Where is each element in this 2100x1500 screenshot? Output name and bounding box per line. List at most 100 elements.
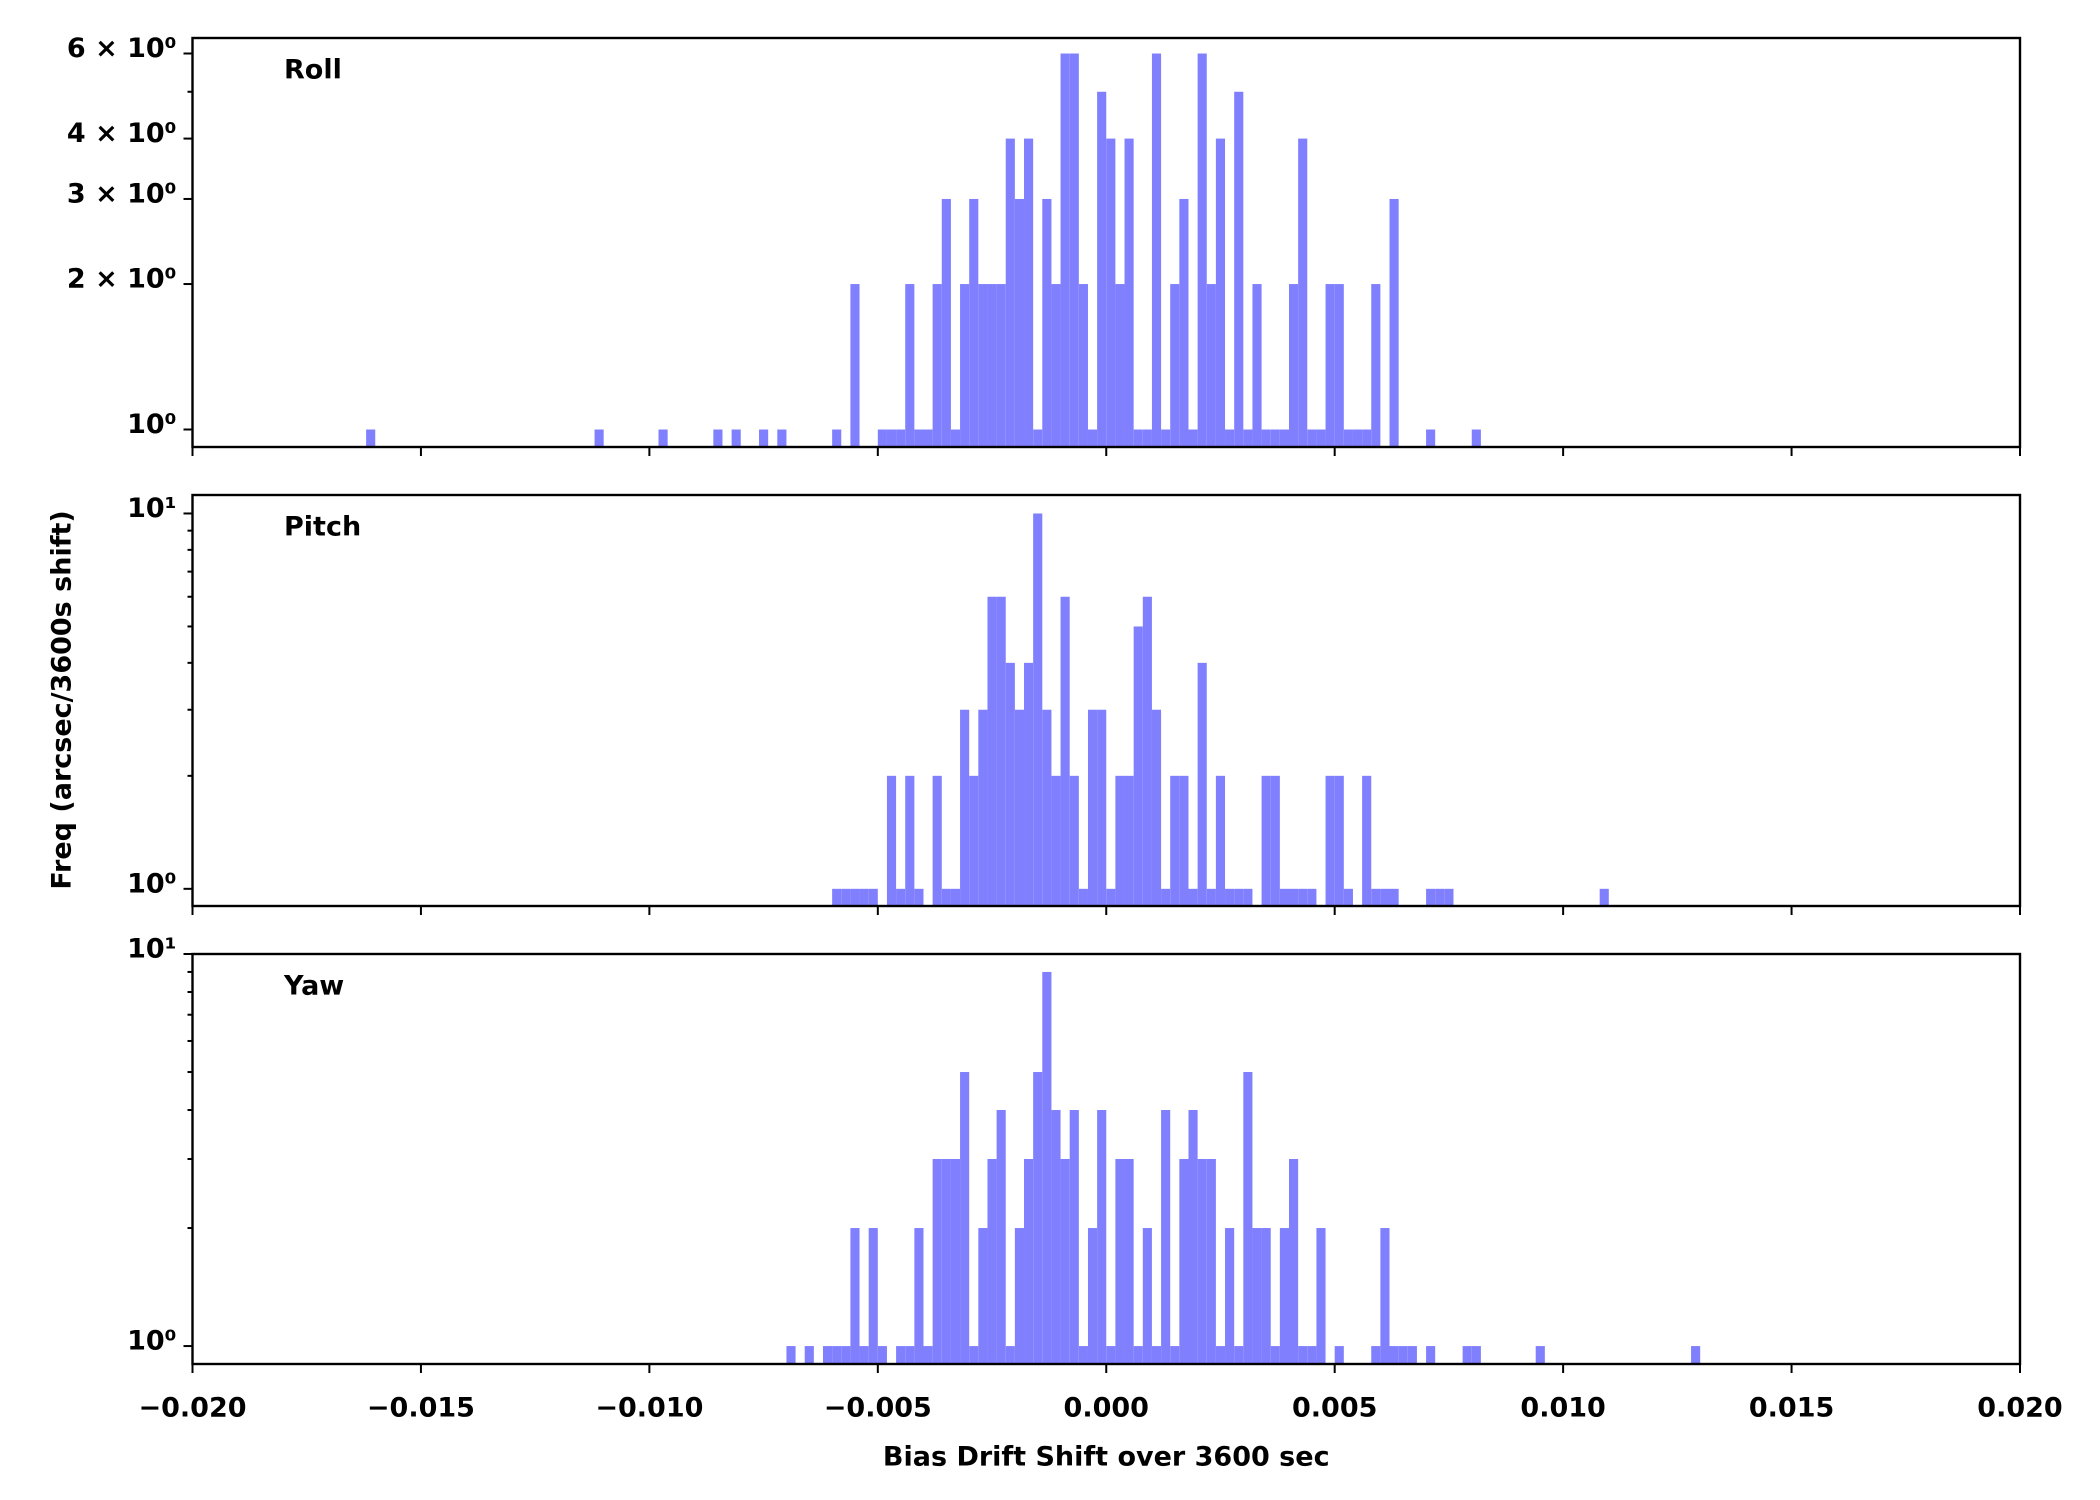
- bar: [1471, 429, 1481, 447]
- bar: [1051, 1110, 1061, 1364]
- bar: [1234, 888, 1244, 906]
- bar: [1243, 1072, 1253, 1364]
- bar: [1087, 1228, 1098, 1364]
- bar: [1078, 888, 1088, 906]
- bar: [978, 709, 988, 906]
- bar: [1298, 138, 1308, 448]
- bar: [1151, 53, 1162, 448]
- bar: [1060, 53, 1070, 448]
- bar: [1033, 513, 1043, 906]
- x-tick-label: −0.005: [824, 1393, 932, 1424]
- bar: [1051, 284, 1061, 447]
- bar: [1243, 429, 1253, 447]
- bar: [1206, 284, 1216, 447]
- bar: [1307, 888, 1317, 906]
- bar: [877, 429, 887, 447]
- x-tick-label: 0.000: [1064, 1393, 1149, 1424]
- bar: [1161, 888, 1171, 906]
- bar: [896, 1346, 906, 1364]
- bar: [1087, 709, 1098, 906]
- bar: [1124, 1159, 1134, 1364]
- bar: [932, 284, 942, 447]
- bar: [1261, 775, 1271, 906]
- bar: [841, 888, 851, 906]
- bar: [1261, 1228, 1271, 1364]
- bar: [658, 429, 668, 447]
- bar: [1444, 888, 1454, 906]
- bar: [1097, 91, 1107, 447]
- bar: [1024, 662, 1034, 906]
- bar: [923, 1346, 933, 1364]
- bar: [1060, 596, 1070, 906]
- bar: [1225, 888, 1235, 906]
- bar: [1106, 1346, 1116, 1364]
- bar: [960, 284, 970, 447]
- bar: [1170, 284, 1180, 447]
- bar: [1316, 1228, 1326, 1364]
- bar: [1325, 775, 1335, 906]
- bar: [1124, 138, 1134, 448]
- bar: [1133, 429, 1143, 447]
- bar: [1343, 429, 1353, 447]
- y-tick-label: 4 × 10⁰: [67, 118, 177, 149]
- bar: [941, 1159, 951, 1364]
- x-tick-label: 0.020: [1977, 1393, 2062, 1424]
- y-tick-label: 6 × 10⁰: [67, 33, 177, 64]
- bar: [731, 429, 741, 447]
- bar: [1005, 138, 1015, 448]
- x-tick-label: 0.015: [1749, 1393, 1834, 1424]
- bar: [1225, 1228, 1235, 1364]
- bar: [1225, 429, 1235, 447]
- bar: [1298, 1346, 1308, 1364]
- bar: [1215, 775, 1226, 906]
- bar: [1078, 284, 1088, 447]
- bar: [777, 429, 787, 447]
- bar: [1042, 709, 1052, 906]
- bar: [1170, 775, 1180, 906]
- bar: [905, 284, 915, 447]
- bar: [996, 1110, 1006, 1364]
- bar: [969, 198, 979, 447]
- bar: [1179, 1159, 1189, 1364]
- bar: [822, 1346, 833, 1364]
- bar: [1691, 1346, 1701, 1364]
- bar: [859, 1346, 869, 1364]
- bar: [1106, 138, 1116, 448]
- panel-label: Pitch: [284, 512, 361, 543]
- bar: [1033, 1072, 1043, 1364]
- bar: [1069, 775, 1079, 906]
- y-tick-label: 10⁰: [127, 409, 176, 440]
- bar: [1261, 429, 1271, 447]
- bar: [950, 429, 961, 447]
- bar: [960, 709, 970, 906]
- bar: [1197, 1159, 1207, 1364]
- bar: [366, 429, 376, 447]
- bar: [1142, 596, 1152, 906]
- bar: [1014, 709, 1025, 906]
- bar: [1343, 888, 1353, 906]
- bar: [1352, 429, 1363, 447]
- bar: [1069, 53, 1079, 448]
- bar: [1106, 888, 1116, 906]
- bar: [1142, 1228, 1152, 1364]
- x-tick-label: −0.010: [595, 1393, 703, 1424]
- bar: [841, 1346, 851, 1364]
- bar: [1179, 775, 1189, 906]
- bar: [905, 775, 915, 906]
- bar: [905, 1346, 915, 1364]
- bar: [1024, 1159, 1034, 1364]
- bar: [969, 1346, 979, 1364]
- bar: [1334, 1346, 1344, 1364]
- bar: [1097, 1110, 1107, 1364]
- bar: [1462, 1346, 1472, 1364]
- bar: [1133, 626, 1143, 906]
- x-tick-label: 0.005: [1292, 1393, 1377, 1424]
- panel-label: Roll: [284, 55, 342, 86]
- bar: [1161, 1110, 1171, 1364]
- bar: [1389, 1346, 1399, 1364]
- bar: [1033, 429, 1043, 447]
- bar: [1362, 429, 1372, 447]
- bar: [1279, 429, 1289, 447]
- bar: [859, 888, 869, 906]
- bar: [1042, 971, 1052, 1364]
